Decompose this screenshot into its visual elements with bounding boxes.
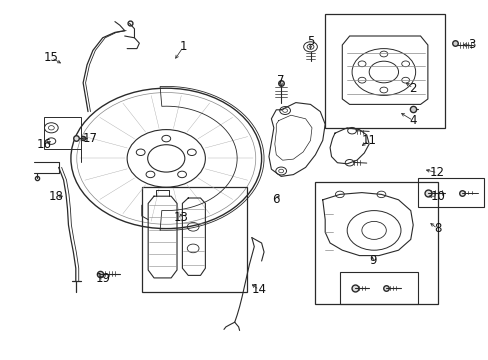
Bar: [325, 14, 444, 128]
Bar: [44, 117, 81, 149]
Text: 14: 14: [251, 283, 266, 296]
Text: 6: 6: [272, 193, 280, 206]
Text: 12: 12: [429, 166, 444, 179]
Text: 8: 8: [433, 222, 441, 235]
Bar: [315, 182, 437, 304]
Text: 19: 19: [95, 273, 110, 285]
Text: 13: 13: [173, 211, 188, 224]
Text: 18: 18: [49, 190, 63, 203]
Text: 15: 15: [44, 51, 59, 64]
Text: 9: 9: [368, 255, 376, 267]
Text: 16: 16: [37, 138, 51, 150]
Text: 11: 11: [361, 134, 376, 147]
Bar: [142, 187, 246, 292]
Bar: [417, 178, 483, 207]
Text: 4: 4: [408, 114, 416, 127]
Text: 3: 3: [467, 39, 475, 51]
Text: 1: 1: [179, 40, 187, 53]
Text: 2: 2: [408, 82, 416, 95]
Bar: [339, 272, 417, 304]
Text: 17: 17: [83, 132, 98, 145]
Text: 5: 5: [306, 35, 314, 48]
Text: 10: 10: [429, 190, 444, 203]
Text: 7: 7: [277, 75, 285, 87]
